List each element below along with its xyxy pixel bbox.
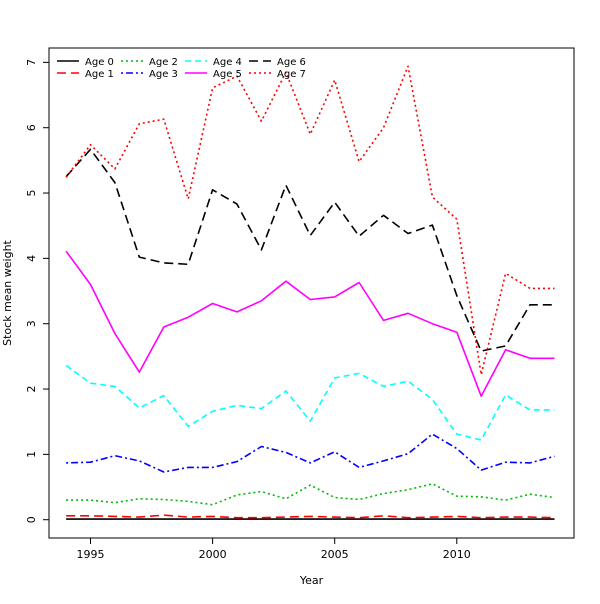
legend-label: Age 6 [277,57,306,68]
series-line-age-1 [66,514,555,519]
legend-label: Age 0 [85,57,114,68]
series-line-age-2 [66,482,555,506]
series-line-age-3 [66,433,555,473]
x-tick-label: 2010 [443,548,471,561]
series-line-age-6 [65,148,555,352]
y-tick-label: 6 [25,124,38,131]
legend-label: Age 7 [277,69,306,80]
legend-label: Age 1 [85,69,114,80]
series-line-age-4 [65,364,555,441]
x-tick-label: 2005 [321,548,349,561]
legend-label: Age 2 [149,57,178,68]
series-line-age-7 [65,65,555,376]
legend-label: Age 4 [213,57,242,68]
series-line-age-5 [65,250,555,398]
y-tick-label: 5 [25,190,38,197]
y-tick-label: 3 [25,320,38,327]
y-tick-label: 4 [25,255,38,262]
plot-frame [48,47,575,539]
y-tick-label: 0 [25,516,38,523]
y-tick-label: 1 [25,451,38,458]
y-axis: 0 1 2 3 4 5 6 7 [25,59,49,523]
y-tick-label: 2 [25,386,38,393]
x-axis: 1995 2000 2005 2010 [77,538,471,561]
y-axis-label: Stock mean weight [1,239,14,345]
x-tick-label: 2000 [199,548,227,561]
legend-label: Age 5 [213,69,242,80]
x-axis-label: Year [299,574,324,587]
legend-label: Age 3 [149,69,178,80]
x-tick-label: 1995 [77,548,105,561]
y-tick-label: 7 [25,59,38,66]
plot-lines [65,65,555,520]
